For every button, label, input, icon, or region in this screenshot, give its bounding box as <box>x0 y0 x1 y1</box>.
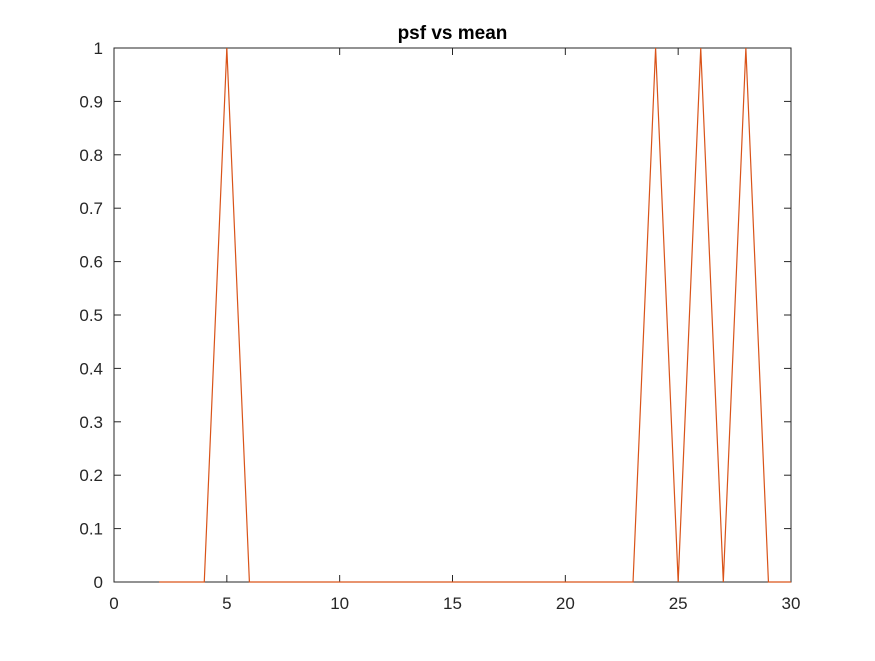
data-point <box>383 581 386 584</box>
data-point <box>248 581 251 584</box>
data-point <box>158 581 161 584</box>
x-tick-label: 25 <box>669 594 688 613</box>
data-point <box>428 581 431 584</box>
data-point <box>564 581 567 584</box>
data-point <box>225 47 228 50</box>
y-tick-label: 0.2 <box>79 466 103 485</box>
data-point <box>632 581 635 584</box>
data-point <box>451 581 454 584</box>
data-point <box>496 581 499 584</box>
plot-area <box>113 47 792 583</box>
y-tick-label: 0.3 <box>79 413 103 432</box>
x-tick-label: 5 <box>222 594 231 613</box>
data-point <box>316 581 319 584</box>
chart-title: psf vs mean <box>398 23 508 44</box>
y-tick-label: 0.6 <box>79 253 103 272</box>
data-point <box>474 581 477 584</box>
x-tick-label: 20 <box>556 594 575 613</box>
data-point <box>361 581 364 584</box>
data-point <box>722 581 725 584</box>
series-layer <box>158 47 793 584</box>
data-point <box>406 581 409 584</box>
y-tick-label: 1 <box>94 39 103 58</box>
data-point <box>338 581 341 584</box>
data-point <box>541 581 544 584</box>
data-point <box>654 47 657 50</box>
data-point <box>767 581 770 584</box>
data-point <box>586 581 589 584</box>
labels-layer: 0 5 10 15 20 25 30 0 0.1 0.2 0.3 0.4 0.5 0.6 0.7 0.8 0.9… <box>79 39 800 613</box>
y-tick-label: 0.1 <box>79 520 103 539</box>
data-point <box>180 581 183 584</box>
data-point <box>270 581 273 584</box>
axes-box <box>113 47 792 583</box>
y-tick-label: 0.9 <box>79 92 103 111</box>
y-tick-label: 0.5 <box>79 306 103 325</box>
data-point <box>203 581 206 584</box>
data-point <box>790 581 793 584</box>
data-point <box>293 581 296 584</box>
data-point <box>519 581 522 584</box>
data-point <box>609 581 612 584</box>
data-point <box>677 581 680 584</box>
y-tick-label: 0.7 <box>79 199 103 218</box>
x-tick-label: 30 <box>782 594 801 613</box>
data-point <box>744 47 747 50</box>
y-tick-label: 0.8 <box>79 146 103 165</box>
y-tick-label: 0 <box>94 573 103 592</box>
data-point <box>699 47 702 50</box>
series-line <box>159 47 791 583</box>
y-tick-label: 0.4 <box>79 359 103 378</box>
x-tick-label: 10 <box>330 594 349 613</box>
x-tick-label: 0 <box>109 594 118 613</box>
x-tick-label: 15 <box>443 594 462 613</box>
